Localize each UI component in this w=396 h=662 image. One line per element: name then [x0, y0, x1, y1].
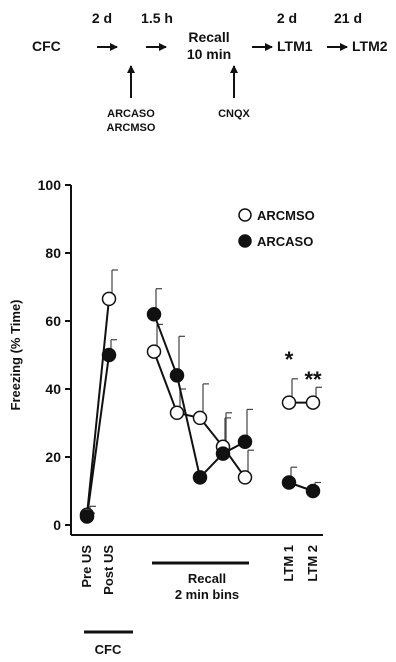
data-point-arcmso: [237, 470, 253, 485]
recall-group-label-line2: 2 min bins: [175, 587, 239, 602]
legend-marker-arcmso: [238, 208, 252, 222]
data-point-arcmso: [169, 405, 185, 421]
injection-1-line2: ARCMSO: [107, 122, 156, 134]
legend: ARCMSO ARCASO: [238, 208, 315, 249]
recall-group-label-line1: Recall: [188, 571, 226, 586]
data-point-arcaso: [281, 475, 297, 490]
data-point-arcmso: [146, 344, 162, 359]
x-tick-label: LTM 2: [305, 545, 320, 582]
timeline-recall-line1: Recall: [188, 29, 229, 45]
timeline-interval-2: 1.5 h: [141, 10, 173, 26]
injection-2: CNQX: [218, 108, 250, 120]
series-line-arcaso: [86, 354, 110, 517]
timeline-interval-4: 21 d: [334, 10, 362, 26]
y-tick-label: 60: [45, 313, 61, 329]
data-points: ***: [79, 291, 322, 524]
data-point-arcaso: [146, 306, 162, 322]
data-point-arcaso: [169, 368, 185, 383]
significance-marker: *: [285, 347, 294, 372]
data-point-arcaso: [192, 470, 208, 485]
data-point-arcmso: [281, 395, 297, 410]
timeline-cfc: CFC: [32, 38, 61, 54]
y-tick-label: 80: [45, 245, 61, 261]
legend-label-arcmso: ARCMSO: [257, 208, 315, 223]
y-tick-label: 0: [53, 517, 61, 533]
y-tick-label: 20: [45, 449, 61, 465]
data-point-arcaso: [101, 347, 117, 363]
data-point-arcmso: [192, 410, 208, 426]
x-tick-label: Pre US: [79, 545, 94, 588]
y-tick-label: 100: [38, 177, 62, 193]
timeline-recall-line2: 10 min: [187, 46, 231, 62]
series-line-arcmso: [86, 298, 110, 515]
y-tick-label: 40: [45, 381, 61, 397]
timeline: 2 d 1.5 h 2 d 21 d CFC Recall 10 min LTM…: [32, 10, 388, 134]
data-point-arcaso: [215, 446, 231, 461]
data-point-arcaso: [237, 434, 253, 449]
x-tick-label: LTM 1: [281, 545, 296, 582]
legend-label-arcaso: ARCASO: [257, 234, 313, 249]
axes: 0 20 40 60 80 100 Freezing (% Time): [8, 177, 323, 536]
timeline-interval-1: 2 d: [92, 10, 112, 26]
cfc-group-label: CFC: [95, 642, 122, 657]
data-point-arcaso: [79, 509, 95, 524]
legend-marker-arcaso: [238, 234, 252, 248]
data-point-arcmso: [305, 395, 321, 410]
series-line-arcaso: [153, 313, 246, 480]
timeline-ltm1: LTM1: [277, 38, 313, 54]
x-tick-label: Post US: [101, 545, 116, 595]
y-axis-label: Freezing (% Time): [8, 299, 23, 410]
timeline-interval-3: 2 d: [277, 10, 297, 26]
timeline-ltm2: LTM2: [352, 38, 388, 54]
significance-marker: **: [304, 367, 322, 392]
data-point-arcaso: [305, 483, 321, 499]
data-point-arcmso: [101, 291, 117, 307]
injection-1-line1: ARCASO: [107, 108, 155, 120]
